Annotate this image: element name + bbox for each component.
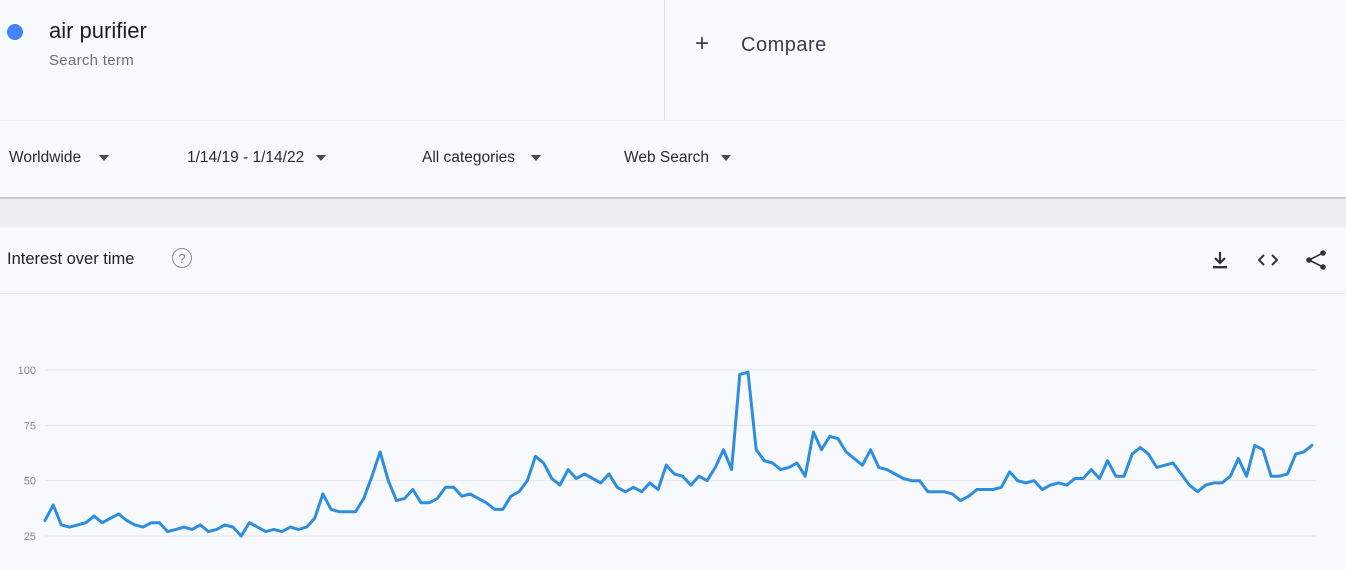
y-tick-label: 100 bbox=[18, 365, 36, 377]
interest-over-time-card: Interest over time ? 25 50 75 100 bbox=[0, 227, 1346, 570]
region-dropdown[interactable]: Worldwide bbox=[9, 149, 110, 167]
y-tick-label: 50 bbox=[24, 476, 36, 488]
y-tick-label: 25 bbox=[24, 531, 36, 543]
download-icon[interactable] bbox=[1208, 249, 1232, 271]
section-divider bbox=[0, 199, 1346, 227]
category-dropdown[interactable]: All categories bbox=[422, 149, 542, 167]
term-row: air purifier Search term + Compare bbox=[0, 0, 1346, 120]
date-range-dropdown[interactable]: 1/14/19 - 1/14/22 bbox=[187, 149, 327, 167]
chevron-down-icon bbox=[531, 155, 542, 161]
chart-header: Interest over time ? bbox=[0, 227, 1346, 294]
region-label: Worldwide bbox=[9, 149, 82, 166]
series-color-dot bbox=[7, 24, 23, 40]
search-term-card[interactable]: air purifier Search term bbox=[0, 0, 665, 120]
compare-label[interactable]: Compare bbox=[741, 34, 827, 56]
question-mark-icon[interactable]: ? bbox=[172, 248, 192, 268]
category-label: All categories bbox=[422, 149, 516, 166]
compare-card[interactable]: + Compare bbox=[665, 0, 1346, 120]
series-line bbox=[43, 370, 1314, 538]
date-range-label: 1/14/19 - 1/14/22 bbox=[187, 149, 305, 166]
chart-title: Interest over time bbox=[7, 250, 135, 268]
plus-icon[interactable]: + bbox=[695, 30, 710, 57]
search-type-dropdown[interactable]: Web Search bbox=[624, 149, 732, 167]
chevron-down-icon bbox=[99, 155, 110, 161]
embed-icon[interactable] bbox=[1256, 249, 1280, 271]
line-chart-svg: 25 50 75 100 bbox=[18, 365, 1316, 543]
chevron-down-icon bbox=[721, 155, 732, 161]
chevron-down-icon bbox=[316, 155, 327, 161]
line-chart: 25 50 75 100 bbox=[0, 293, 1346, 570]
search-term-name[interactable]: air purifier bbox=[49, 18, 147, 43]
search-term-subtitle: Search term bbox=[49, 52, 134, 69]
share-icon[interactable] bbox=[1304, 249, 1328, 271]
filter-bar: Worldwide 1/14/19 - 1/14/22 All categori… bbox=[0, 121, 1346, 199]
y-tick-label: 75 bbox=[24, 420, 36, 432]
search-type-label: Web Search bbox=[624, 149, 710, 166]
